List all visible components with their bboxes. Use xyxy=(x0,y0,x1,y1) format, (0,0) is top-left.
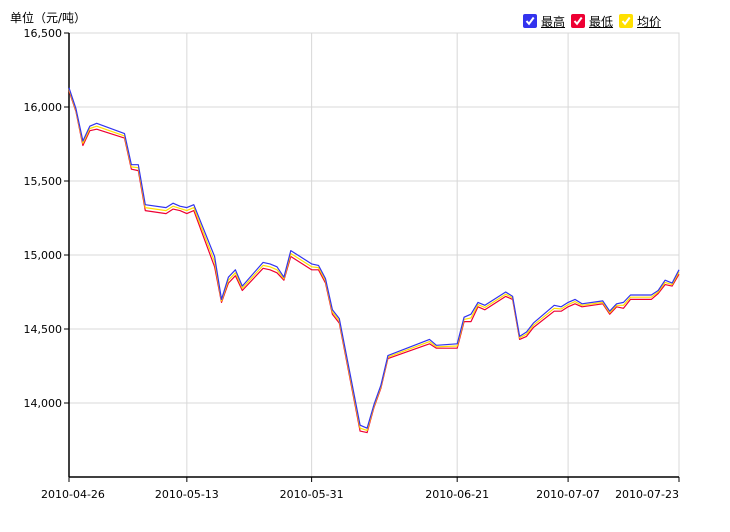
series-layer xyxy=(68,87,680,434)
axes xyxy=(64,32,680,482)
legend-item-high[interactable]: 最高 xyxy=(523,13,565,30)
y-tick-label: 15,500 xyxy=(24,175,63,188)
tick-labels: 14,000 14,500 15,000 15,500 16,000 16,500 2010… xyxy=(24,27,680,501)
legend: 最高 最低 均价 xyxy=(523,12,667,30)
x-tick-label: 2010-04-26 xyxy=(41,488,105,501)
series-low-line xyxy=(68,90,680,434)
y-tick-label: 16,000 xyxy=(24,101,63,114)
y-tick-label: 15,000 xyxy=(24,249,63,262)
checkbox-checked-icon[interactable] xyxy=(523,14,537,28)
x-tick-label: 2010-07-23 xyxy=(615,488,679,501)
legend-label-avg: 均价 xyxy=(637,14,662,29)
legend-label-high: 最高 xyxy=(541,14,566,29)
grid xyxy=(68,32,680,478)
series-high-line xyxy=(68,87,680,429)
x-tick-label: 2010-07-07 xyxy=(536,488,600,501)
legend-item-avg[interactable]: 均价 xyxy=(619,13,661,30)
y-tick-label: 14,000 xyxy=(24,397,63,410)
legend-label-low: 最低 xyxy=(589,14,614,29)
x-tick-label: 2010-05-13 xyxy=(155,488,219,501)
y-tick-label: 16,500 xyxy=(24,27,63,40)
checkbox-checked-icon[interactable] xyxy=(619,14,634,28)
unit-label: 单位（元/吨） xyxy=(10,11,87,25)
series-avg-line xyxy=(68,89,680,431)
x-tick-label: 2010-05-31 xyxy=(280,488,344,501)
y-tick-label: 14,500 xyxy=(24,323,63,336)
checkbox-checked-icon[interactable] xyxy=(571,14,586,28)
legend-item-low[interactable]: 最低 xyxy=(571,13,613,30)
x-tick-label: 2010-06-21 xyxy=(425,488,489,501)
